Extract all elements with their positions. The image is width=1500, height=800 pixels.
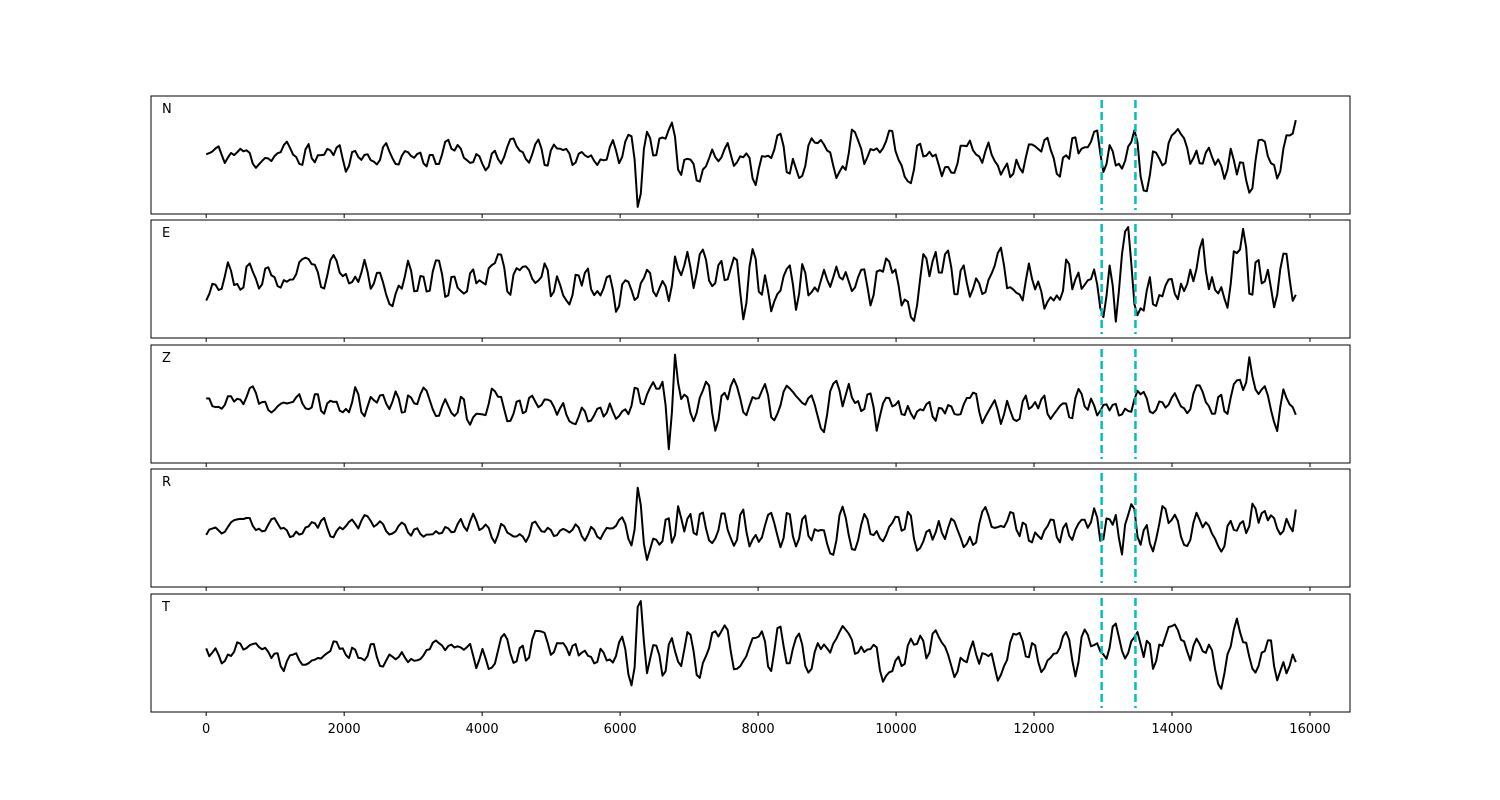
channel-label: Z	[162, 351, 171, 366]
x-tick-label: 2000	[328, 722, 361, 737]
panel-z: Z	[150, 344, 1351, 467]
x-tick-label: 6000	[604, 722, 637, 737]
x-tick-label: 14000	[1151, 722, 1192, 737]
trace-r	[205, 486, 1297, 561]
channel-label: T	[161, 600, 170, 615]
channel-label: N	[162, 102, 172, 117]
channel-label: E	[162, 226, 170, 241]
panel-frame	[150, 593, 1351, 713]
trace-n	[205, 119, 1297, 208]
panel-frame	[150, 468, 1351, 588]
x-tick-label: 16000	[1289, 722, 1330, 737]
trace-e	[205, 226, 1297, 323]
x-tick-label: 4000	[466, 722, 499, 737]
x-tick-label: 8000	[742, 722, 775, 737]
x-tick-label: 0	[202, 722, 210, 737]
panel-r: R	[150, 468, 1351, 591]
panel-n: N	[150, 95, 1351, 218]
trace-t	[205, 600, 1297, 690]
channel-label: R	[162, 475, 171, 490]
trace-z	[206, 353, 1297, 451]
panel-e: E	[150, 219, 1351, 342]
panel-t: T	[150, 593, 1351, 716]
x-tick-label: 10000	[875, 722, 916, 737]
x-tick-label: 12000	[1013, 722, 1054, 737]
panel-frame	[150, 95, 1351, 215]
